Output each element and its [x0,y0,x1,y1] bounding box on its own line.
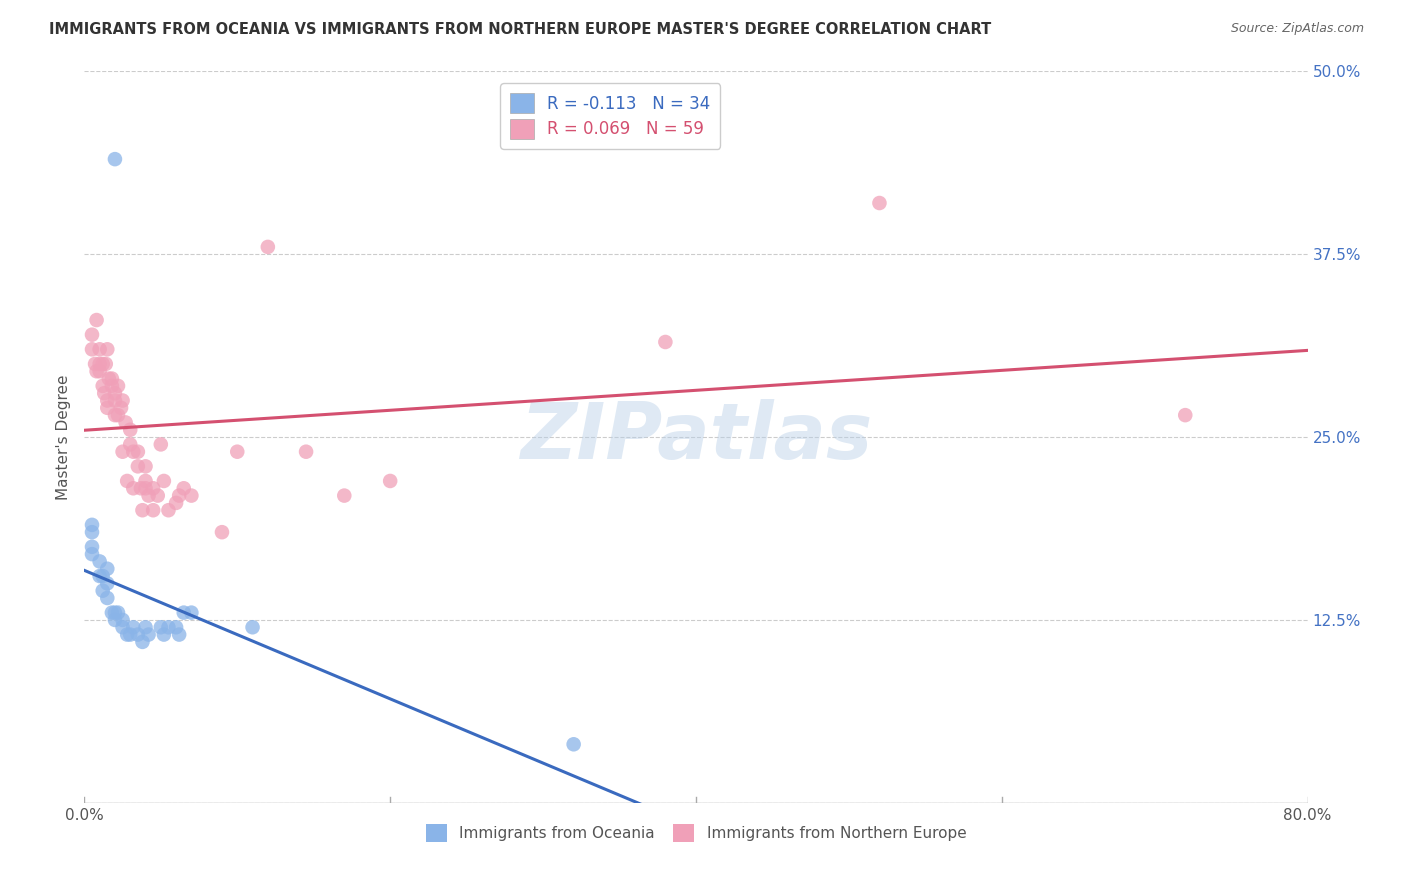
Point [127,459,149,474]
Point [89,357,111,371]
Point [104,606,127,620]
Point [94,357,117,371]
Legend: Immigrants from Oceania, Immigrants from Northern Europe: Immigrants from Oceania, Immigrants from… [419,818,973,847]
Point [142,503,165,517]
Point [111,620,134,634]
Point [257,240,280,254]
Point [138,627,160,641]
Point [91,379,114,393]
Point [242,620,264,634]
Point [211,525,233,540]
Point [104,152,127,166]
Point [173,606,195,620]
Point [295,444,318,458]
Point [333,489,356,503]
Point [104,408,127,422]
Point [562,737,585,751]
Point [380,474,402,488]
Point [84,357,107,371]
Point [131,635,153,649]
Point [111,393,134,408]
Point [114,416,136,430]
Point [149,620,172,634]
Point [127,627,149,641]
Point [80,540,103,554]
Point [165,496,187,510]
Point [654,334,676,349]
Point [180,489,202,503]
Y-axis label: Master's Degree: Master's Degree [56,375,72,500]
Point [869,196,891,211]
Point [107,408,129,422]
Point [96,591,118,605]
Point [104,613,127,627]
Point [96,576,118,591]
Text: ZIPatlas: ZIPatlas [520,399,872,475]
Point [157,503,180,517]
Point [97,371,120,385]
Point [107,379,129,393]
Point [101,379,124,393]
Point [115,627,138,641]
Point [167,627,190,641]
Point [86,364,108,378]
Point [93,386,115,401]
Point [122,481,145,495]
Point [91,583,114,598]
Point [80,343,103,357]
Point [101,606,124,620]
Point [80,525,103,540]
Point [129,481,152,495]
Point [167,489,190,503]
Point [96,393,118,408]
Point [165,620,187,634]
Point [104,386,127,401]
Point [149,437,172,451]
Point [120,437,142,451]
Point [135,620,157,634]
Point [142,481,165,495]
Point [180,606,202,620]
Point [86,313,108,327]
Point [127,444,149,458]
Point [1174,408,1197,422]
Point [135,474,157,488]
Point [111,444,134,458]
Point [91,569,114,583]
Point [157,620,180,634]
Point [115,474,138,488]
Point [89,364,111,378]
Point [104,393,127,408]
Point [89,569,111,583]
Point [138,489,160,503]
Point [111,613,134,627]
Point [80,327,103,342]
Point [107,606,129,620]
Point [89,554,111,568]
Point [91,357,114,371]
Point [101,371,124,385]
Point [96,562,118,576]
Point [89,343,111,357]
Point [110,401,132,415]
Point [173,481,195,495]
Point [135,481,157,495]
Text: IMMIGRANTS FROM OCEANIA VS IMMIGRANTS FROM NORTHERN EUROPE MASTER'S DEGREE CORRE: IMMIGRANTS FROM OCEANIA VS IMMIGRANTS FR… [49,22,991,37]
Point [153,474,176,488]
Point [96,401,118,415]
Point [120,423,142,437]
Point [80,547,103,561]
Text: Source: ZipAtlas.com: Source: ZipAtlas.com [1230,22,1364,36]
Point [80,517,103,532]
Point [120,627,142,641]
Point [153,627,176,641]
Point [122,444,145,458]
Point [135,459,157,474]
Point [96,343,118,357]
Point [131,503,153,517]
Point [226,444,249,458]
Point [122,620,145,634]
Point [146,489,169,503]
